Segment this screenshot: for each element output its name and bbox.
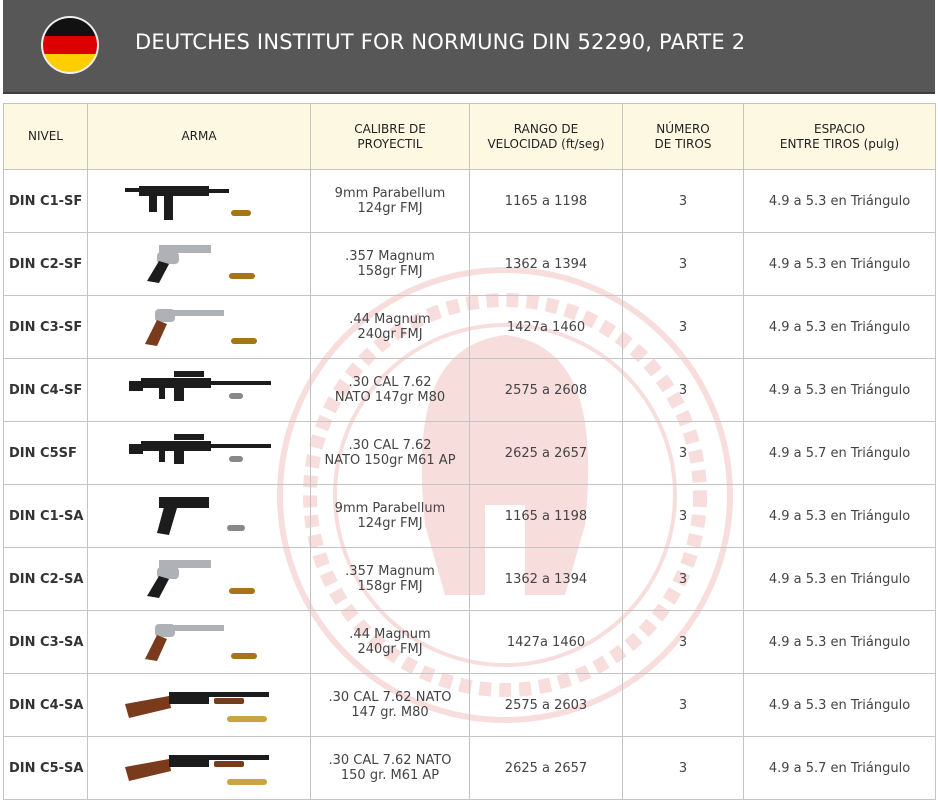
- data-cell: 3: [622, 610, 744, 674]
- column-header: ESPACIO ENTRE TIROS (pulg): [743, 103, 936, 170]
- column-header: ARMA: [87, 103, 311, 170]
- table-row: DIN C3-SA .44 Magnum 240gr FMJ 1427a 1460 3…: [3, 610, 936, 674]
- data-cell: 4.9 a 5.3 en Triángulo: [743, 169, 936, 233]
- weapon-image: [125, 755, 269, 785]
- weapon-cell: [87, 736, 311, 800]
- weapon-cell: [87, 673, 311, 737]
- weapon-image: [145, 624, 257, 661]
- data-cell: 1427a 1460: [469, 610, 623, 674]
- data-cell: 4.9 a 5.3 en Triángulo: [743, 673, 936, 737]
- data-cell: 1362 a 1394: [469, 232, 623, 296]
- data-cell: 1427a 1460: [469, 295, 623, 359]
- data-cell: 3: [622, 169, 744, 233]
- data-cell: 3: [622, 484, 744, 548]
- data-cell: 4.9 a 5.3 en Triángulo: [743, 295, 936, 359]
- table-row: DIN C3-SF .44 Magnum 240gr FMJ 1427a 1460 3…: [3, 295, 936, 359]
- data-cell: .44 Magnum 240gr FMJ: [310, 295, 470, 359]
- weapon-cell: [87, 484, 311, 548]
- data-cell: 9mm Parabellum 124gr FMJ: [310, 169, 470, 233]
- table-row: DIN C2-SF .357 Magnum 158gr FMJ 1362 a 139…: [3, 232, 936, 296]
- nivel-cell: DIN C3-SF: [3, 295, 88, 359]
- weapon-cell: [87, 547, 311, 611]
- column-header: RANGO DE VELOCIDAD (ft/seg): [469, 103, 623, 170]
- data-cell: 3: [622, 232, 744, 296]
- table-row: DIN C5-SA .30 CAL 7.62 NATO 150 gr. M61 A…: [3, 736, 936, 800]
- data-cell: .30 CAL 7.62 NATO 150 gr. M61 AP: [310, 736, 470, 800]
- weapon-image: [125, 186, 251, 220]
- nivel-cell: DIN C2-SA: [3, 547, 88, 611]
- data-cell: 2575 a 2608: [469, 358, 623, 422]
- weapon-image: [147, 560, 255, 598]
- nivel-cell: DIN C4-SA: [3, 673, 88, 737]
- table: NIVEL ARMA CALIBRE DE PROYECTIL RANGO DE VE…: [3, 103, 936, 800]
- data-cell: 4.9 a 5.3 en Triángulo: [743, 547, 936, 611]
- column-header: NIVEL: [3, 103, 88, 170]
- data-cell: .30 CAL 7.62 NATO 147gr M80: [310, 358, 470, 422]
- table-row: DIN C1-SA 9mm Parabellum 124gr FMJ 1165 a …: [3, 484, 936, 548]
- data-cell: .30 CAL 7.62 NATO 147 gr. M80: [310, 673, 470, 737]
- table-row: DIN C2-SA .357 Magnum 158gr FMJ 1362 a 139…: [3, 547, 936, 611]
- data-cell: 2625 a 2657: [469, 421, 623, 485]
- table-row: DIN C1-SF 9mm Parabellum 124gr FMJ 1165 a …: [3, 169, 936, 233]
- german-flag: [41, 16, 99, 74]
- weapon-cell: [87, 610, 311, 674]
- data-cell: 4.9 a 5.3 en Triángulo: [743, 358, 936, 422]
- weapon-image: [145, 309, 257, 346]
- table-row: DIN C4-SF .30 CAL 7.62 NATO 147gr M80 2575…: [3, 358, 936, 422]
- data-cell: 3: [622, 673, 744, 737]
- data-cell: 9mm Parabellum 124gr FMJ: [310, 484, 470, 548]
- nivel-cell: DIN C1-SA: [3, 484, 88, 548]
- weapon-image: [129, 434, 271, 464]
- weapon-cell: [87, 358, 311, 422]
- weapon-image: [147, 245, 255, 283]
- header-row: NIVEL ARMA CALIBRE DE PROYECTIL RANGO DE VE…: [3, 103, 936, 170]
- weapon-cell: [87, 169, 311, 233]
- data-cell: 4.9 a 5.7 en Triángulo: [743, 421, 936, 485]
- data-cell: 4.9 a 5.3 en Triángulo: [743, 232, 936, 296]
- nivel-cell: DIN C5SF: [3, 421, 88, 485]
- data-cell: 2575 a 2603: [469, 673, 623, 737]
- data-cell: 4.9 a 5.3 en Triángulo: [743, 610, 936, 674]
- nivel-cell: DIN C4-SF: [3, 358, 88, 422]
- data-cell: 3: [622, 421, 744, 485]
- weapon-cell: [87, 421, 311, 485]
- data-cell: 1362 a 1394: [469, 547, 623, 611]
- data-cell: 4.9 a 5.3 en Triángulo: [743, 484, 936, 548]
- data-cell: 1165 a 1198: [469, 169, 623, 233]
- weapon-cell: [87, 295, 311, 359]
- nivel-cell: DIN C5-SA: [3, 736, 88, 800]
- page-title: DEUTCHES INSTITUT FOR NORMUNG DIN 52290,…: [135, 30, 746, 54]
- weapon-cell: [87, 232, 311, 296]
- data-cell: .357 Magnum 158gr FMJ: [310, 232, 470, 296]
- nivel-cell: DIN C3-SA: [3, 610, 88, 674]
- table-row: DIN C4-SA .30 CAL 7.62 NATO 147 gr. M80 25…: [3, 673, 936, 737]
- nivel-cell: DIN C1-SF: [3, 169, 88, 233]
- column-header: CALIBRE DE PROYECTIL: [310, 103, 470, 170]
- nivel-cell: DIN C2-SF: [3, 232, 88, 296]
- data-cell: 4.9 a 5.7 en Triángulo: [743, 736, 936, 800]
- data-cell: .30 CAL 7.62 NATO 150gr M61 AP: [310, 421, 470, 485]
- weapon-image: [157, 497, 245, 535]
- data-cell: 3: [622, 358, 744, 422]
- data-cell: 3: [622, 295, 744, 359]
- data-cell: 2625 a 2657: [469, 736, 623, 800]
- data-cell: .357 Magnum 158gr FMJ: [310, 547, 470, 611]
- data-cell: 3: [622, 736, 744, 800]
- table-row: DIN C5SF .30 CAL 7.62 NATO 150gr M61 AP 26…: [3, 421, 936, 485]
- weapon-image: [129, 371, 271, 401]
- data-cell: 1165 a 1198: [469, 484, 623, 548]
- data-cell: .44 Magnum 240gr FMJ: [310, 610, 470, 674]
- data-cell: 3: [622, 547, 744, 611]
- weapon-image: [125, 692, 269, 722]
- header-bar: [3, 0, 935, 94]
- column-header: NÚMERO DE TIROS: [622, 103, 744, 170]
